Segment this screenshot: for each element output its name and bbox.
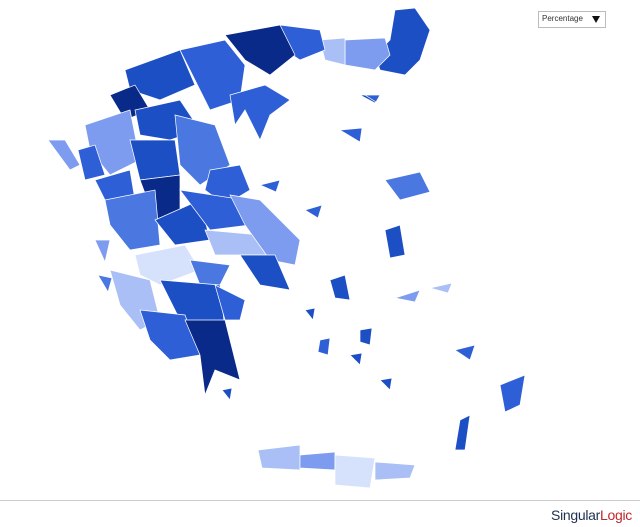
region [184,319,241,396]
footer: SingularLogic [0,500,640,527]
region [317,337,331,356]
region [299,451,336,471]
dropdown-label: Percentage [542,14,583,23]
region [104,189,161,251]
region [221,387,233,401]
region [189,259,231,286]
region [97,274,113,293]
region [499,374,526,413]
region [384,171,431,201]
region [384,224,406,259]
region [349,352,363,366]
region [454,414,471,451]
dropdown[interactable]: Percentage [538,11,606,28]
region [229,84,291,141]
region [393,289,421,303]
region [224,24,296,76]
region [338,127,363,143]
region [374,461,416,481]
region [363,94,381,103]
region [429,282,453,294]
region [47,139,81,171]
region [454,344,476,361]
region [239,254,291,291]
region [319,37,346,66]
region [129,139,181,181]
brand-logo[interactable]: SingularLogic [551,507,632,523]
region [94,239,111,264]
region [304,307,316,321]
region [134,244,201,286]
brand-part: Singular [551,507,601,523]
region [379,377,393,391]
region [77,144,106,181]
region [304,204,323,219]
dropdown-arrow [592,16,600,23]
region [124,49,196,101]
region [139,309,201,361]
map [47,7,526,489]
region [257,444,301,471]
brand-part: Logic [600,507,632,523]
region [229,194,301,266]
region [359,327,373,346]
region [214,284,246,321]
region [258,179,281,193]
region [329,274,351,301]
region [334,454,376,489]
